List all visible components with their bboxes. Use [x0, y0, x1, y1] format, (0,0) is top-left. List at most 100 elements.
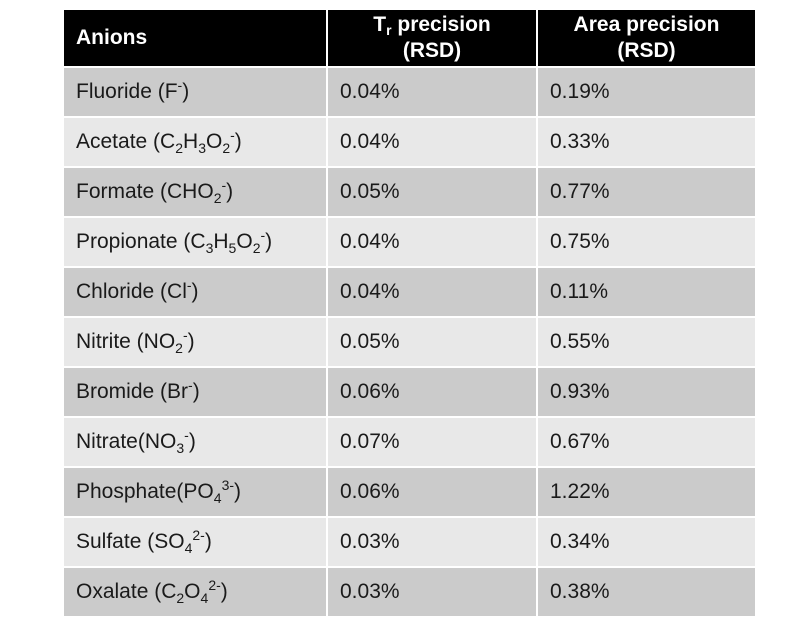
area-precision-cell: 0.75%	[538, 216, 755, 266]
anion-text: O	[184, 580, 201, 603]
tr-precision-cell: 0.03%	[328, 516, 538, 566]
header-tr-precision: Tr precision (RSD)	[328, 10, 538, 66]
anion-cell: Fluoride (F-)	[64, 66, 328, 116]
anion-text: Nitrite (NO	[76, 330, 176, 353]
formula-subscript: 4	[200, 590, 209, 606]
tr-precision-cell: 0.05%	[328, 316, 538, 366]
anion-text: Fluoride (F	[76, 80, 178, 103]
table-body: Fluoride (F-) 0.04% 0.19% Acetate (C2H3O2-)…	[64, 66, 755, 616]
anion-cell: Bromide (Br-)	[64, 366, 328, 416]
anion-text: )	[234, 130, 242, 153]
anion-cell: Sulfate (SO42-)	[64, 516, 328, 566]
area-precision-cell: 0.55%	[538, 316, 755, 366]
anion-text: Oxalate (C	[76, 580, 177, 603]
area-precision-cell: 0.11%	[538, 266, 755, 316]
anion-cell: Oxalate (C2O42-)	[64, 566, 328, 616]
anion-cell: Formate (CHO2-)	[64, 166, 328, 216]
header-area-precision-title: Area precision	[573, 13, 720, 36]
tr-precision-cell: 0.04%	[328, 66, 538, 116]
anion-text: )	[265, 230, 273, 253]
table-row: Propionate (C3H5O2-) 0.04% 0.75%	[64, 216, 755, 266]
formula-subscript: 3	[176, 440, 185, 456]
anion-text: Sulfate (SO	[76, 530, 185, 553]
formula-subscript: 2	[176, 590, 185, 606]
anion-text: Acetate (C	[76, 130, 176, 153]
formula-superscript: -	[186, 277, 192, 293]
anion-precision-table: Anions Tr precision (RSD) Area precision…	[64, 10, 755, 616]
formula-superscript: -	[177, 77, 183, 93]
anion-text: Formate (CHO	[76, 180, 214, 203]
anion-text: )	[192, 380, 200, 403]
anion-text: O	[236, 230, 253, 253]
formula-subscript: 5	[228, 240, 237, 256]
header-tr-symbol: T	[373, 13, 387, 36]
formula-subscript: 2	[175, 340, 183, 356]
anion-text: Phosphate(PO	[76, 480, 214, 503]
header-tr-precision-title: Tr precision	[328, 12, 536, 38]
formula-subscript: 3	[205, 240, 214, 256]
tr-precision-cell: 0.05%	[328, 166, 538, 216]
tr-precision-cell: 0.06%	[328, 366, 538, 416]
header-tr-rsd: (RSD)	[402, 39, 462, 62]
formula-subscript: 2	[222, 140, 231, 156]
formula-superscript: -	[188, 377, 193, 393]
table-row: Acetate (C2H3O2-) 0.04% 0.33%	[64, 116, 755, 166]
formula-subscript: 2	[252, 240, 261, 256]
anion-cell: Acetate (C2H3O2-)	[64, 116, 328, 166]
anion-text: )	[220, 580, 228, 603]
tr-precision-cell: 0.03%	[328, 566, 538, 616]
formula-superscript: -	[184, 427, 189, 443]
area-precision-cell: 1.22%	[538, 466, 755, 516]
area-precision-cell: 0.34%	[538, 516, 755, 566]
anion-text: )	[187, 330, 195, 353]
anion-text: Bromide (Br	[76, 380, 189, 403]
tr-precision-cell: 0.06%	[328, 466, 538, 516]
anion-cell: Nitrate(NO3-)	[64, 416, 328, 466]
table-header: Anions Tr precision (RSD) Area precision…	[64, 10, 755, 66]
anion-text: O	[205, 130, 223, 153]
anion-text: H	[213, 230, 229, 253]
anion-text: Nitrate(NO	[76, 430, 177, 453]
anion-text: )	[204, 530, 212, 553]
formula-superscript: -	[182, 327, 188, 343]
area-precision-cell: 0.77%	[538, 166, 755, 216]
anion-text: Propionate (C	[76, 230, 206, 253]
anion-text: )	[182, 80, 190, 103]
header-anions: Anions	[64, 10, 328, 66]
anion-text: )	[226, 180, 234, 203]
anion-text: )	[191, 280, 199, 303]
formula-superscript: -	[230, 127, 235, 143]
formula-subscript: 4	[184, 540, 193, 556]
anion-cell: Propionate (C3H5O2-)	[64, 216, 328, 266]
formula-subscript: 2	[175, 140, 184, 156]
header-area-precision: Area precision (RSD)	[538, 10, 755, 66]
table-row: Fluoride (F-) 0.04% 0.19%	[64, 66, 755, 116]
table-row: Formate (CHO2-) 0.05% 0.77%	[64, 166, 755, 216]
area-precision-cell: 0.67%	[538, 416, 755, 466]
formula-subscript: 4	[213, 490, 222, 506]
table-row: Nitrite (NO2-) 0.05% 0.55%	[64, 316, 755, 366]
area-precision-cell: 0.93%	[538, 366, 755, 416]
formula-superscript: 3-	[221, 477, 235, 493]
table-row: Bromide (Br-) 0.06% 0.93%	[64, 366, 755, 416]
anion-cell: Nitrite (NO2-)	[64, 316, 328, 366]
anion-cell: Phosphate(PO43-)	[64, 466, 328, 516]
formula-subscript: 3	[198, 140, 206, 156]
formula-superscript: 2-	[192, 527, 205, 543]
tr-precision-cell: 0.07%	[328, 416, 538, 466]
table-row: Phosphate(PO43-) 0.06% 1.22%	[64, 466, 755, 516]
header-tr-subscript: r	[386, 22, 392, 38]
anion-text: H	[183, 130, 199, 153]
formula-superscript: 2-	[208, 577, 221, 593]
formula-superscript: -	[260, 227, 266, 243]
header-tr-precision-label: precision	[391, 13, 491, 36]
formula-subscript: 2	[213, 190, 222, 206]
anion-text: Chloride (Cl	[76, 280, 187, 303]
tr-precision-cell: 0.04%	[328, 216, 538, 266]
table-row: Nitrate(NO3-) 0.07% 0.67%	[64, 416, 755, 466]
table-row: Sulfate (SO42-) 0.03% 0.34%	[64, 516, 755, 566]
table-row: Oxalate (C2O42-) 0.03% 0.38%	[64, 566, 755, 616]
header-row: Anions Tr precision (RSD) Area precision…	[64, 10, 755, 66]
area-precision-cell: 0.38%	[538, 566, 755, 616]
anion-cell: Chloride (Cl-)	[64, 266, 328, 316]
